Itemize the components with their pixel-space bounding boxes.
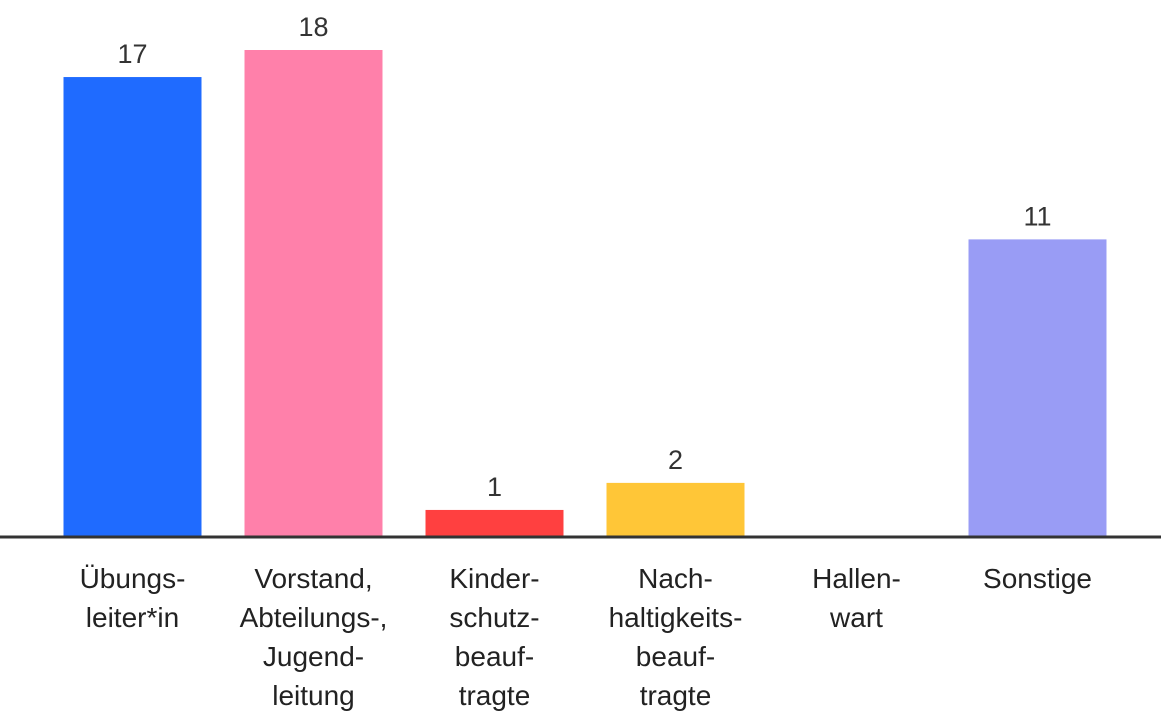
value-label: 11 (1023, 201, 1051, 231)
value-label: 2 (668, 445, 683, 475)
bar (63, 77, 202, 538)
value-label: 18 (298, 12, 328, 42)
x-tick-label: Sonstige (983, 563, 1092, 594)
x-tick-label: Vorstand, Abteilungs-, Jugend-leitung (240, 563, 388, 711)
bar (606, 482, 745, 537)
bar (244, 50, 383, 537)
bar (968, 239, 1107, 537)
x-tick-label: Nach-haltigkeits-beauf-tragte (609, 563, 743, 711)
bar (425, 509, 564, 537)
value-label: 17 (117, 39, 147, 69)
value-label: 1 (487, 472, 502, 502)
x-tick-label: Übungs-leiter*in (80, 563, 186, 633)
x-tick-label: Hallen-wart (812, 563, 901, 633)
x-tick-label: Kinder-schutz-beauf-tragte (449, 563, 539, 711)
